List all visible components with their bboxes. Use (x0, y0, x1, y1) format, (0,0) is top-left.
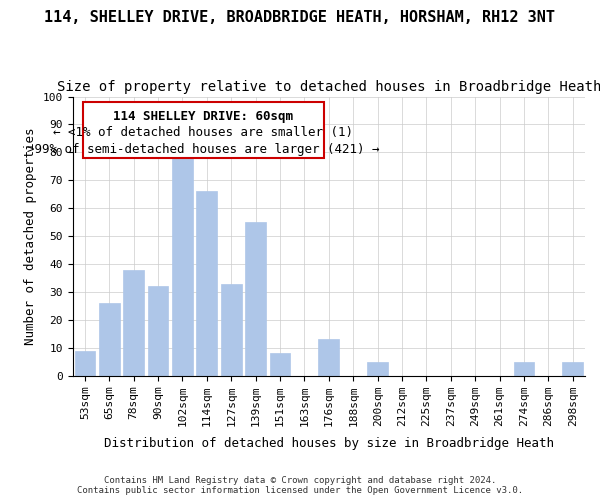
Bar (99, 303, 119, 376)
Bar (319, 340, 339, 376)
Text: Contains HM Land Registry data © Crown copyright and database right 2024.
Contai: Contains HM Land Registry data © Crown c… (77, 476, 523, 495)
Bar (367, 362, 388, 376)
Bar (514, 362, 535, 376)
Bar (172, 147, 193, 376)
Text: >99% of semi-detached houses are larger (421) →: >99% of semi-detached houses are larger … (27, 143, 380, 156)
Bar (123, 270, 144, 376)
Bar (74, 350, 95, 376)
X-axis label: Distribution of detached houses by size in Broadbridge Heath: Distribution of detached houses by size … (104, 437, 554, 450)
Bar (245, 222, 266, 376)
Title: Size of property relative to detached houses in Broadbridge Heath: Size of property relative to detached ho… (56, 80, 600, 94)
Bar (148, 286, 169, 376)
Bar (221, 284, 242, 376)
Text: 114, SHELLEY DRIVE, BROADBRIDGE HEATH, HORSHAM, RH12 3NT: 114, SHELLEY DRIVE, BROADBRIDGE HEATH, H… (44, 10, 556, 25)
Bar (562, 362, 583, 376)
Bar (269, 354, 290, 376)
Text: ← <1% of detached houses are smaller (1): ← <1% of detached houses are smaller (1) (53, 126, 353, 140)
Bar (196, 192, 217, 376)
FancyBboxPatch shape (83, 102, 324, 158)
Y-axis label: Number of detached properties: Number of detached properties (24, 128, 37, 345)
Text: 114 SHELLEY DRIVE: 60sqm: 114 SHELLEY DRIVE: 60sqm (113, 110, 293, 122)
